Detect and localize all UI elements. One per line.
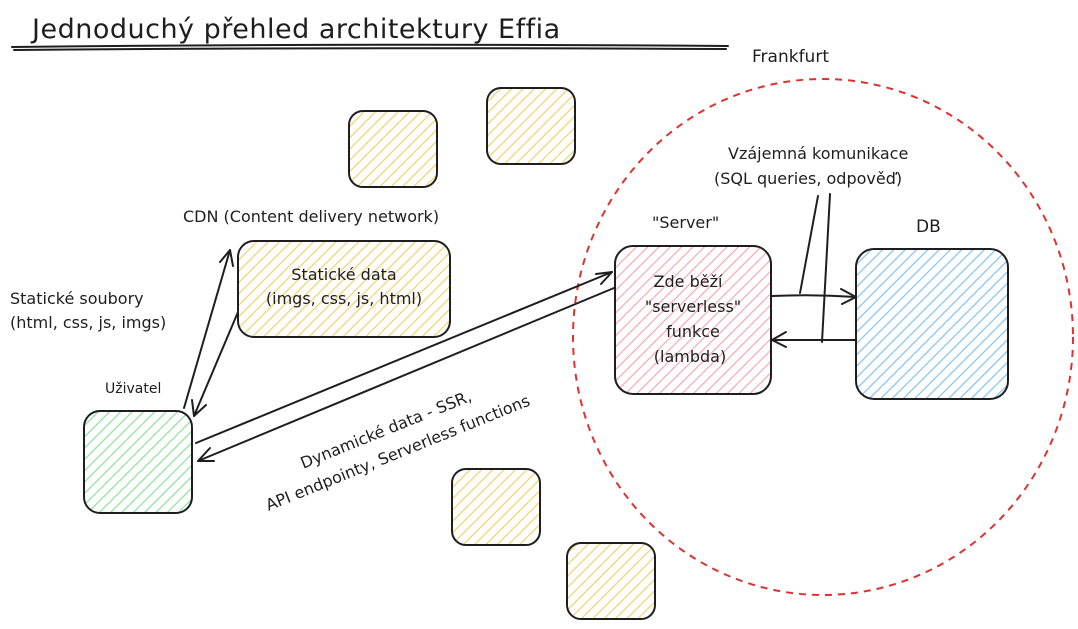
cdn-label-line-2: (imgs, css, js, html) (266, 289, 422, 308)
server-node (614, 245, 772, 395)
static-files-label-line-1: Statické soubory (10, 289, 144, 308)
frankfurt-region-label: Frankfurt (752, 47, 829, 67)
dynamic-data-arrows (195, 271, 615, 462)
cdn-node (237, 240, 451, 338)
title-underline-second (13, 47, 727, 51)
cdn-caption: CDN (Content delivery network) (183, 207, 439, 226)
server-label-line-3: funkce (666, 322, 720, 341)
server-label-line-2: "serverless" (645, 297, 741, 316)
user-label: Uživatel (105, 381, 161, 397)
db-node (855, 248, 1009, 400)
db-caption: DB (916, 217, 941, 237)
server-db-arrows (771, 193, 857, 348)
decor-box (451, 468, 541, 546)
diagram-title: Jednoduchý přehled architektury Effia (30, 14, 561, 45)
server-label-line-4: (lambda) (654, 347, 726, 366)
server-db-label-line-1: Vzájemná komunikace (728, 144, 908, 163)
server-label-line-1: Zde běží (654, 272, 723, 291)
server-db-label-line-2: (SQL queries, odpověď) (714, 169, 902, 188)
frankfurt-region-border (572, 78, 1074, 596)
cdn-label-line-1: Statické data (291, 265, 396, 284)
title-underline (11, 43, 729, 48)
static-files-label-line-2: (html, css, js, imgs) (10, 313, 166, 332)
static-files-arrows (183, 249, 239, 417)
server-caption: "Server" (652, 213, 719, 232)
decor-box (566, 542, 656, 620)
user-node (83, 410, 193, 514)
decor-box (486, 87, 576, 165)
decor-box (348, 110, 438, 188)
